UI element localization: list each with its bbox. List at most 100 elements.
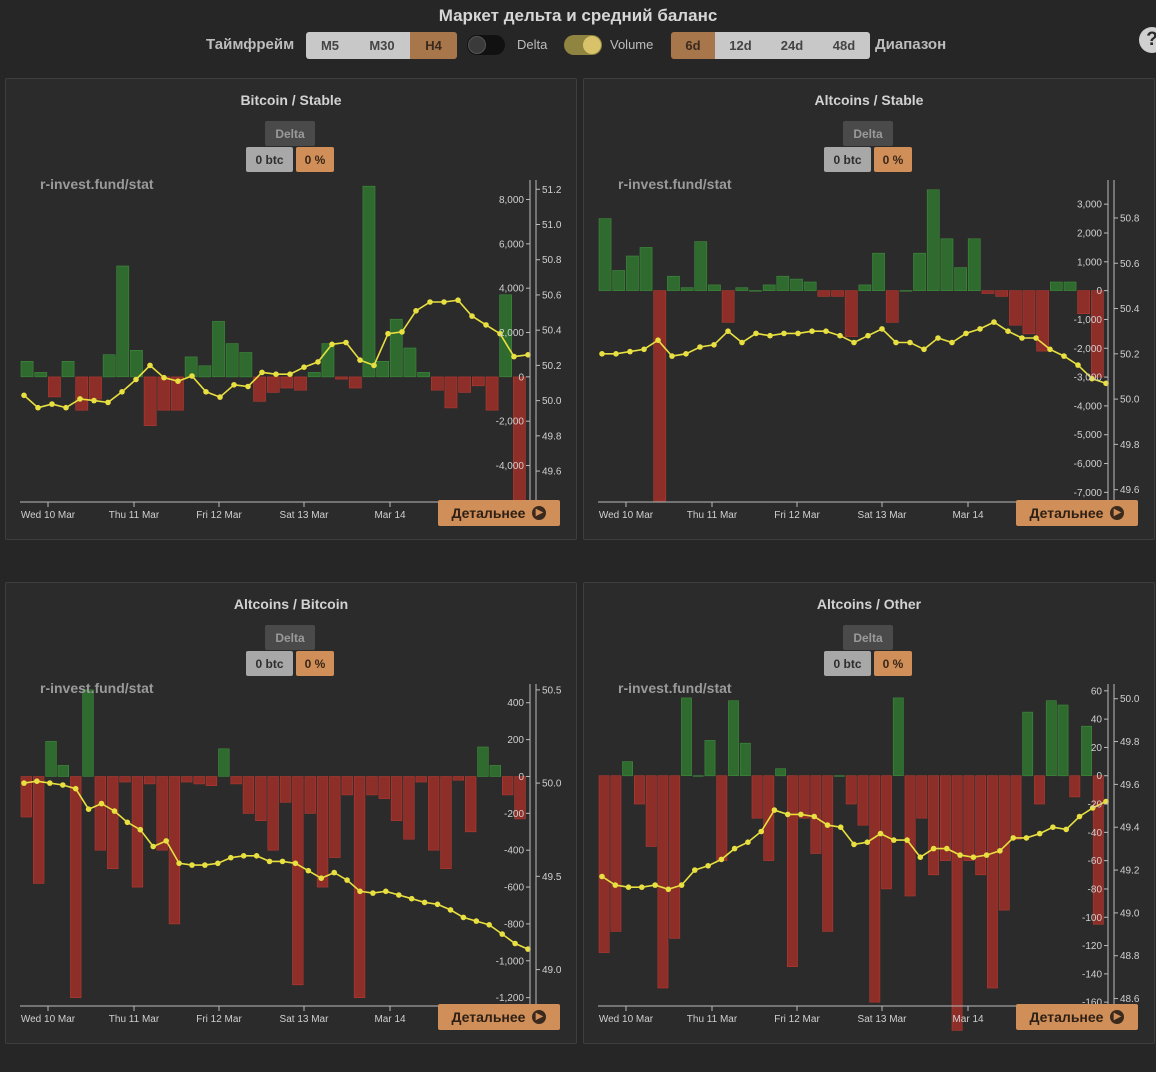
unit-btc-chip[interactable]: 0 btc [824, 147, 871, 172]
range-24d[interactable]: 24d [766, 32, 818, 59]
unit-btc-chip[interactable]: 0 btc [824, 651, 871, 676]
details-button[interactable]: Детальнее ▶ [1016, 500, 1138, 526]
delta-bar [834, 775, 845, 777]
balance-point [655, 337, 661, 344]
x-axis-tick-label: Wed 10 Mar [21, 1014, 76, 1025]
balance-point [949, 339, 955, 346]
watermark: r-invest.fund/stat [40, 680, 154, 696]
balance-point [599, 351, 605, 357]
balance-point [1061, 353, 1067, 359]
balance-point [473, 918, 480, 924]
balance-point [1005, 328, 1011, 334]
details-button[interactable]: Детальнее ▶ [1016, 1004, 1138, 1030]
range-48d[interactable]: 48d [818, 32, 870, 59]
right-axis-tick-label: 48.6 [1120, 994, 1140, 1005]
balance-point [864, 839, 871, 845]
delta-bar [653, 290, 667, 502]
balance-point [665, 886, 672, 893]
delta-bar [440, 776, 452, 869]
delta-bar [639, 247, 653, 291]
volume-toggle[interactable] [564, 35, 602, 55]
delta-bar [512, 376, 526, 502]
unit-pct-chip[interactable]: 0 % [874, 147, 912, 172]
balance-point [77, 396, 83, 402]
balance-point [1075, 362, 1081, 368]
balance-point [34, 778, 40, 784]
x-axis-tick-label: Wed 10 Mar [599, 510, 654, 521]
balance-point [124, 819, 131, 826]
unit-pct-chip[interactable]: 0 % [874, 651, 912, 676]
delta-bar [267, 776, 279, 851]
delta-toggle[interactable] [467, 35, 505, 55]
delta-bar [694, 241, 708, 291]
unit-btc-chip[interactable]: 0 btc [246, 147, 293, 172]
delta-chip[interactable]: Delta [265, 625, 315, 650]
x-axis-tick-label: Mar 14 [952, 1014, 984, 1025]
delta-bar [198, 365, 212, 378]
balance-point [767, 332, 773, 339]
left-axis-tick-label: -1,000 [1074, 315, 1103, 326]
unit-pct-chip[interactable]: 0 % [296, 147, 334, 172]
balance-point [147, 362, 153, 369]
delta-bar [102, 354, 116, 378]
delta-chip[interactable]: Delta [265, 121, 315, 146]
delta-bar [292, 776, 304, 986]
help-icon[interactable]: ? [1139, 27, 1156, 53]
balance-point [189, 373, 195, 379]
timeframe-m30[interactable]: M30 [354, 32, 410, 59]
range-12d[interactable]: 12d [715, 32, 766, 59]
balance-point [371, 362, 377, 369]
balance-point [627, 348, 633, 355]
delta-bar [20, 360, 34, 378]
balance-point [718, 856, 725, 863]
balance-point [798, 811, 804, 818]
delta-bar [716, 775, 728, 861]
balance-point [512, 940, 518, 947]
balance-point [1089, 375, 1095, 382]
balance-point [434, 901, 441, 908]
delta-chip[interactable]: Delta [843, 625, 893, 650]
timeframe-h4[interactable]: H4 [410, 32, 457, 59]
timeframe-m5[interactable]: M5 [306, 32, 354, 59]
panel-title: Altcoins / Bitcoin [233, 596, 349, 612]
delta-bar [633, 775, 645, 805]
left-axis-tick-label: -2,000 [1074, 344, 1103, 355]
unit-btc-chip[interactable]: 0 btc [246, 651, 293, 676]
balance-point [725, 328, 731, 334]
balance-point [1103, 798, 1109, 805]
timeframe-label: Таймфрейм [206, 36, 295, 53]
details-label: Детальнее [451, 1009, 526, 1025]
right-axis-tick-label: 51.0 [542, 220, 562, 231]
balance-point [231, 382, 237, 388]
balance-point [683, 351, 689, 357]
balance-point [63, 404, 69, 411]
right-axis-tick-label: 50.4 [1120, 304, 1140, 315]
balance-point [203, 389, 209, 395]
delta-bar [892, 697, 904, 777]
left-axis-tick-label: 8,000 [499, 195, 524, 206]
balance-point [329, 341, 335, 348]
details-button[interactable]: Детальнее ▶ [438, 500, 560, 526]
delta-bar [667, 275, 680, 291]
delta-bar [775, 768, 786, 777]
delta-bar [1057, 704, 1069, 777]
right-axis-tick-label: 49.6 [1120, 485, 1140, 496]
balance-point [202, 862, 208, 868]
balance-point [758, 828, 764, 835]
delta-bar [612, 270, 626, 292]
balance-point [753, 330, 759, 337]
details-button[interactable]: Детальнее ▶ [438, 1004, 560, 1030]
right-axis-tick-label: 50.0 [1120, 395, 1140, 406]
left-axis-tick-label: -120 [1082, 941, 1102, 952]
delta-chip[interactable]: Delta [843, 121, 893, 146]
range-label: Диапазон [875, 36, 947, 53]
balance-point [408, 895, 415, 902]
range-6d[interactable]: 6d [671, 32, 715, 59]
delta-bar [376, 360, 390, 378]
balance-point [1076, 813, 1083, 820]
balance-point [305, 867, 312, 874]
delta-bar [721, 290, 735, 323]
unit-pct-chip[interactable]: 0 % [296, 651, 334, 676]
delta-bar [218, 748, 230, 777]
balance-point [483, 322, 489, 328]
